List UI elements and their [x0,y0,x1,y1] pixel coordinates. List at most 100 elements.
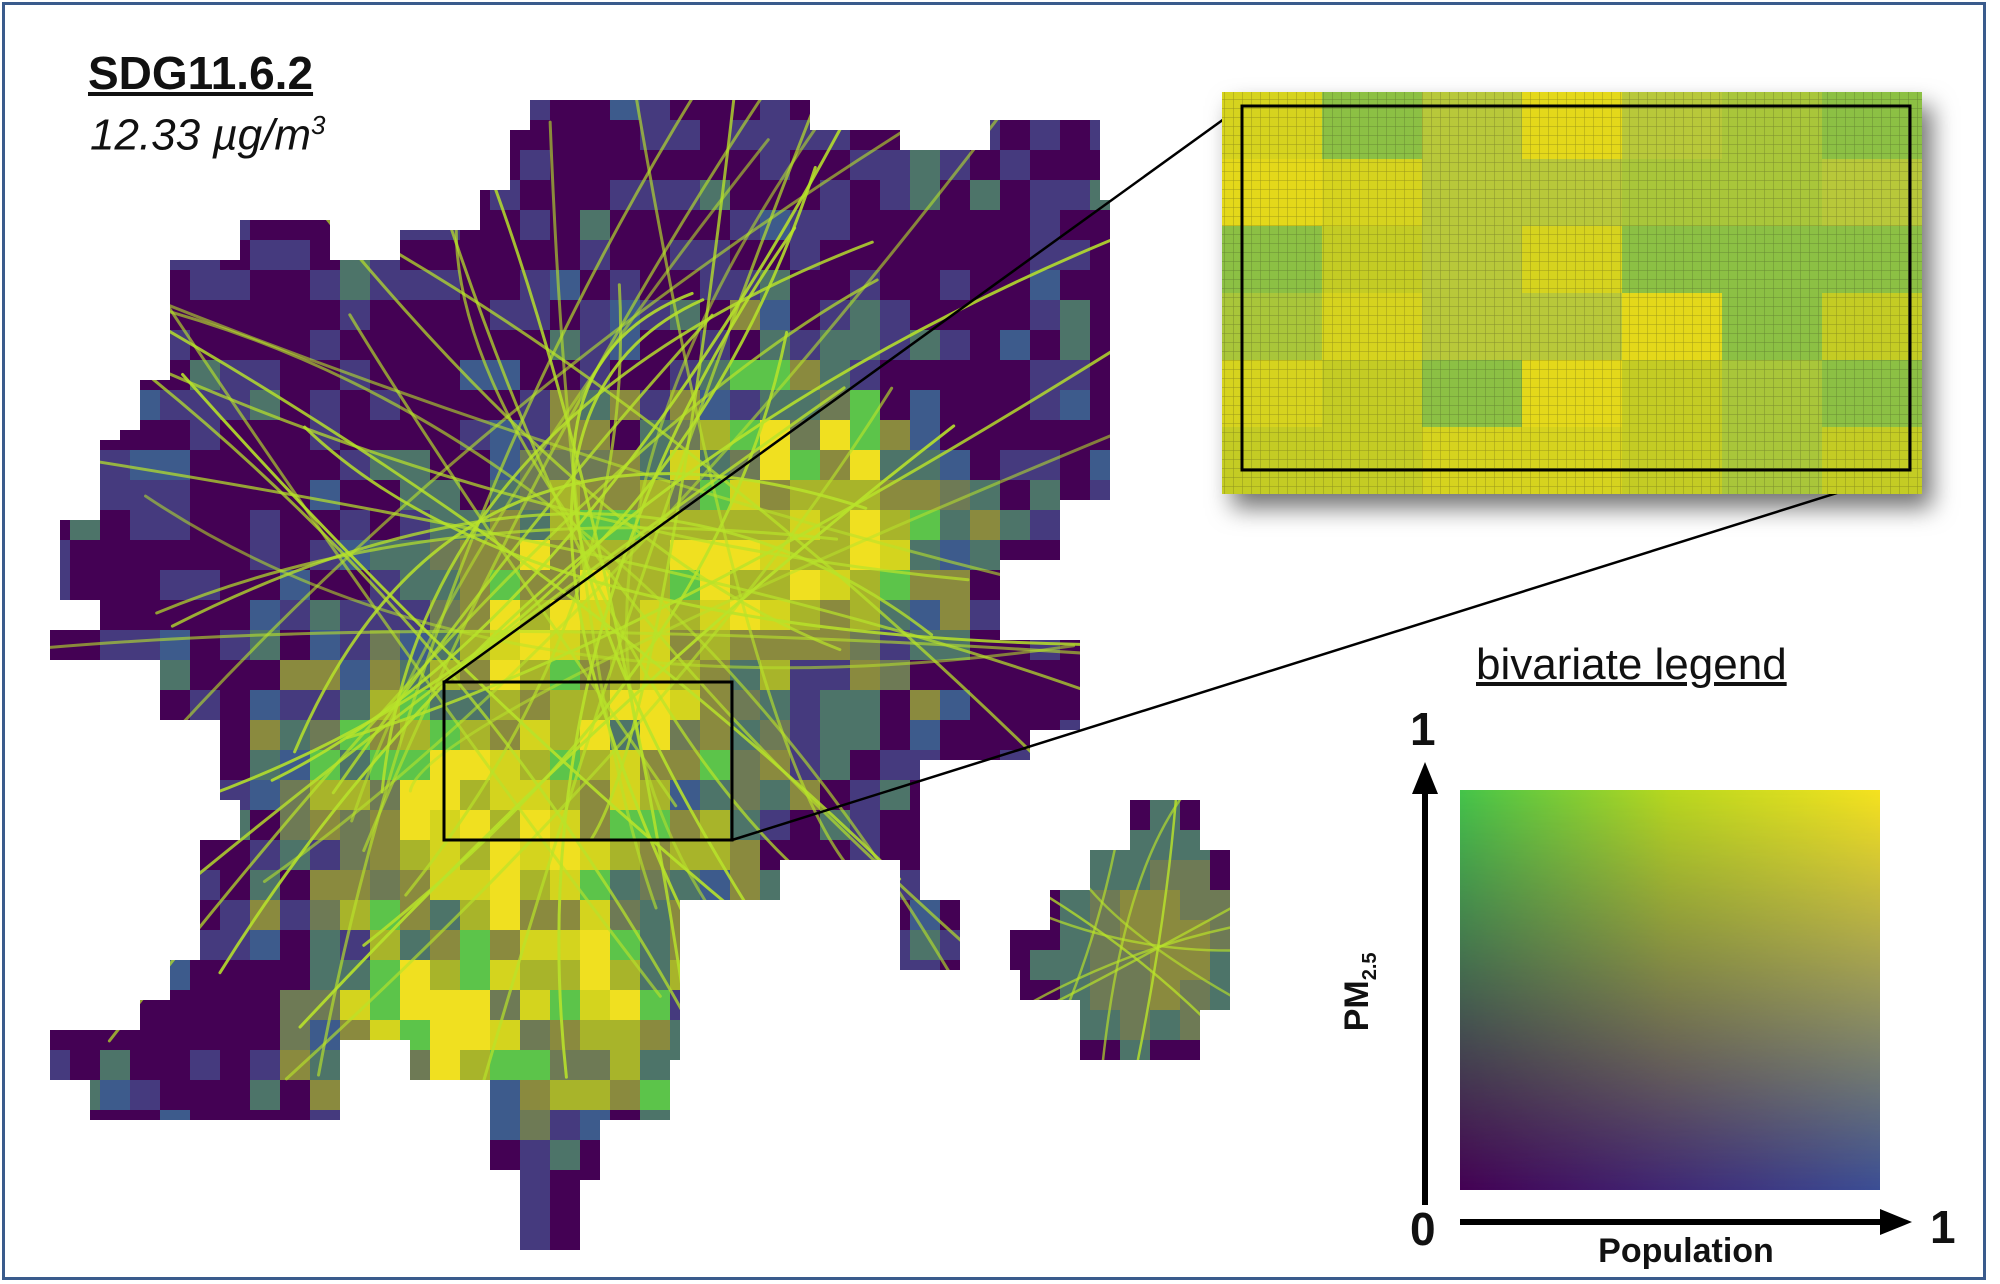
map-cell [130,1140,161,1171]
map-cell [1030,150,1061,181]
map-cell [700,720,731,751]
map-cell [70,960,101,991]
zoom-connector-top [443,104,1243,684]
map-cell [940,360,971,391]
map-cell [580,240,611,271]
legend-x-arrowhead [1880,1209,1912,1235]
map-cell [910,120,941,151]
map-cell [310,870,341,901]
map-cell [790,1020,821,1051]
map-cell [1090,1170,1110,1201]
map-cell [70,450,101,481]
map-cell [250,360,281,391]
map-cell [880,870,911,901]
map-cell [220,1140,251,1171]
map-cell [1000,870,1031,901]
map-cell [730,1140,761,1171]
map-cell [160,1200,191,1231]
map-cell [1000,330,1031,361]
map-cell [70,690,101,721]
map-cell [700,1170,731,1201]
map-cell [970,600,1001,631]
map-cell [610,870,641,901]
map-cell [100,600,131,631]
map-cell [1060,480,1091,511]
map-cell [130,270,161,301]
map-cell [760,300,791,331]
map-cell [820,690,851,721]
map-cell [1090,1110,1110,1141]
map-cell [760,840,791,871]
map-cell [820,1110,851,1141]
map-cell [580,1230,611,1250]
map-cell [1010,920,1031,951]
map-cell [1210,800,1230,831]
map-cell [190,150,221,181]
map-cell [370,240,401,271]
map-cell [880,180,911,211]
road-line [100,291,902,881]
map-cell [160,780,191,811]
map-cell [1090,270,1110,301]
map-cell [100,870,131,901]
map-cell [70,1200,101,1231]
map-cell [100,660,131,691]
map-cell [700,1020,731,1051]
map-cell [130,390,161,421]
map-cell [1000,1110,1031,1141]
map-cell [1030,1050,1061,1081]
map-cell [370,1080,401,1111]
map-cell [220,600,251,631]
map-cell [490,870,521,901]
map-cell [1090,1230,1110,1250]
map-cell [850,720,881,751]
map-cell [1000,1170,1031,1201]
map-cell [1030,720,1061,751]
road-line [107,278,879,1043]
road-line [454,100,710,1169]
map-cell [310,120,341,151]
map-cell [790,1230,821,1250]
map-cell [100,1110,131,1141]
map-cell [940,1110,971,1141]
map-cell [520,1050,551,1081]
map-cell [790,1170,821,1201]
map-cell [490,1200,521,1231]
map-cell [490,1230,521,1250]
map-cell [1180,1040,1211,1060]
map-cell [1180,950,1211,981]
map-cell [50,690,71,721]
map-cell [970,750,1001,781]
map-cell [610,1110,641,1141]
map-cell [50,1230,71,1250]
map-cell [100,900,131,931]
map-cell [820,420,851,451]
map-cell [340,150,371,181]
map-cell [190,780,221,811]
map-cell [790,690,821,721]
map-cell [610,480,641,511]
map-cell [370,840,401,871]
map-cell [370,120,401,151]
map-cell [550,990,581,1021]
map-cell [730,180,761,211]
map-cell [310,1200,341,1231]
map-cell [970,720,1001,751]
map-cell [820,450,851,481]
map-cell [1090,980,1121,1011]
map-cell [50,1140,71,1171]
map-cell [850,330,881,361]
map-cell [280,1020,311,1051]
map-cell [790,1110,821,1141]
map-cell [850,210,881,241]
map-cell [580,780,611,811]
map-cell [280,1200,311,1231]
map-cell [820,750,851,781]
map-cell [970,300,1001,331]
map-cell [1150,1040,1181,1060]
map-cell [970,210,1001,241]
map-cell [970,150,1001,181]
zoom-box [442,680,734,842]
map-cell [1030,570,1061,601]
map-cell [1010,1040,1031,1060]
